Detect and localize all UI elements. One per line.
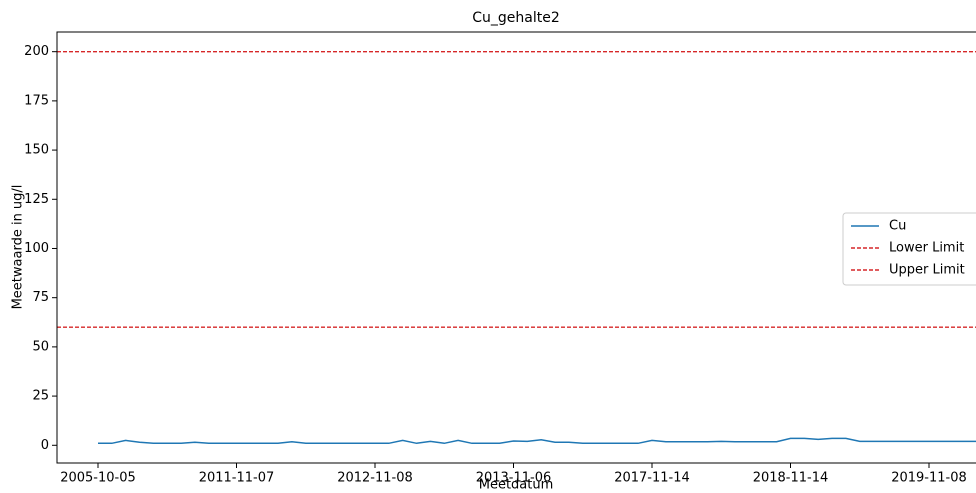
legend-label: Lower Limit xyxy=(889,241,964,256)
legend-label: Upper Limit xyxy=(889,263,965,278)
y-axis-label: Meetwaarde in ug/l xyxy=(11,185,26,310)
y-tick-label: 175 xyxy=(24,93,49,108)
data-line xyxy=(98,437,976,445)
x-tick-label: 2012-11-08 xyxy=(337,471,413,486)
chart-title: Cu_gehalte2 xyxy=(472,10,560,26)
x-tick-label: 2005-10-05 xyxy=(60,471,136,486)
x-tick-label: 2013-11-06 xyxy=(476,471,552,486)
y-tick-label: 0 xyxy=(41,438,49,453)
y-tick-label: 125 xyxy=(24,192,49,207)
y-tick-label: 25 xyxy=(32,389,49,404)
plot-frame xyxy=(56,31,976,464)
x-tick-label: 2019-11-08 xyxy=(891,471,967,486)
x-tick-label: 2018-11-14 xyxy=(753,471,829,486)
legend-label: Cu xyxy=(889,219,906,234)
y-tick-label: 75 xyxy=(32,290,49,305)
y-tick-label: 50 xyxy=(32,339,49,354)
y-tick-label: 200 xyxy=(24,44,49,59)
x-tick-label: 2011-11-07 xyxy=(199,471,275,486)
legend-box xyxy=(842,212,976,286)
plot xyxy=(57,51,976,445)
x-tick-label: 2017-11-14 xyxy=(614,471,690,486)
x-axis-label: Meetdatum xyxy=(479,478,554,493)
y-tick-label: 150 xyxy=(24,143,49,158)
y-tick-label: 100 xyxy=(24,241,49,256)
